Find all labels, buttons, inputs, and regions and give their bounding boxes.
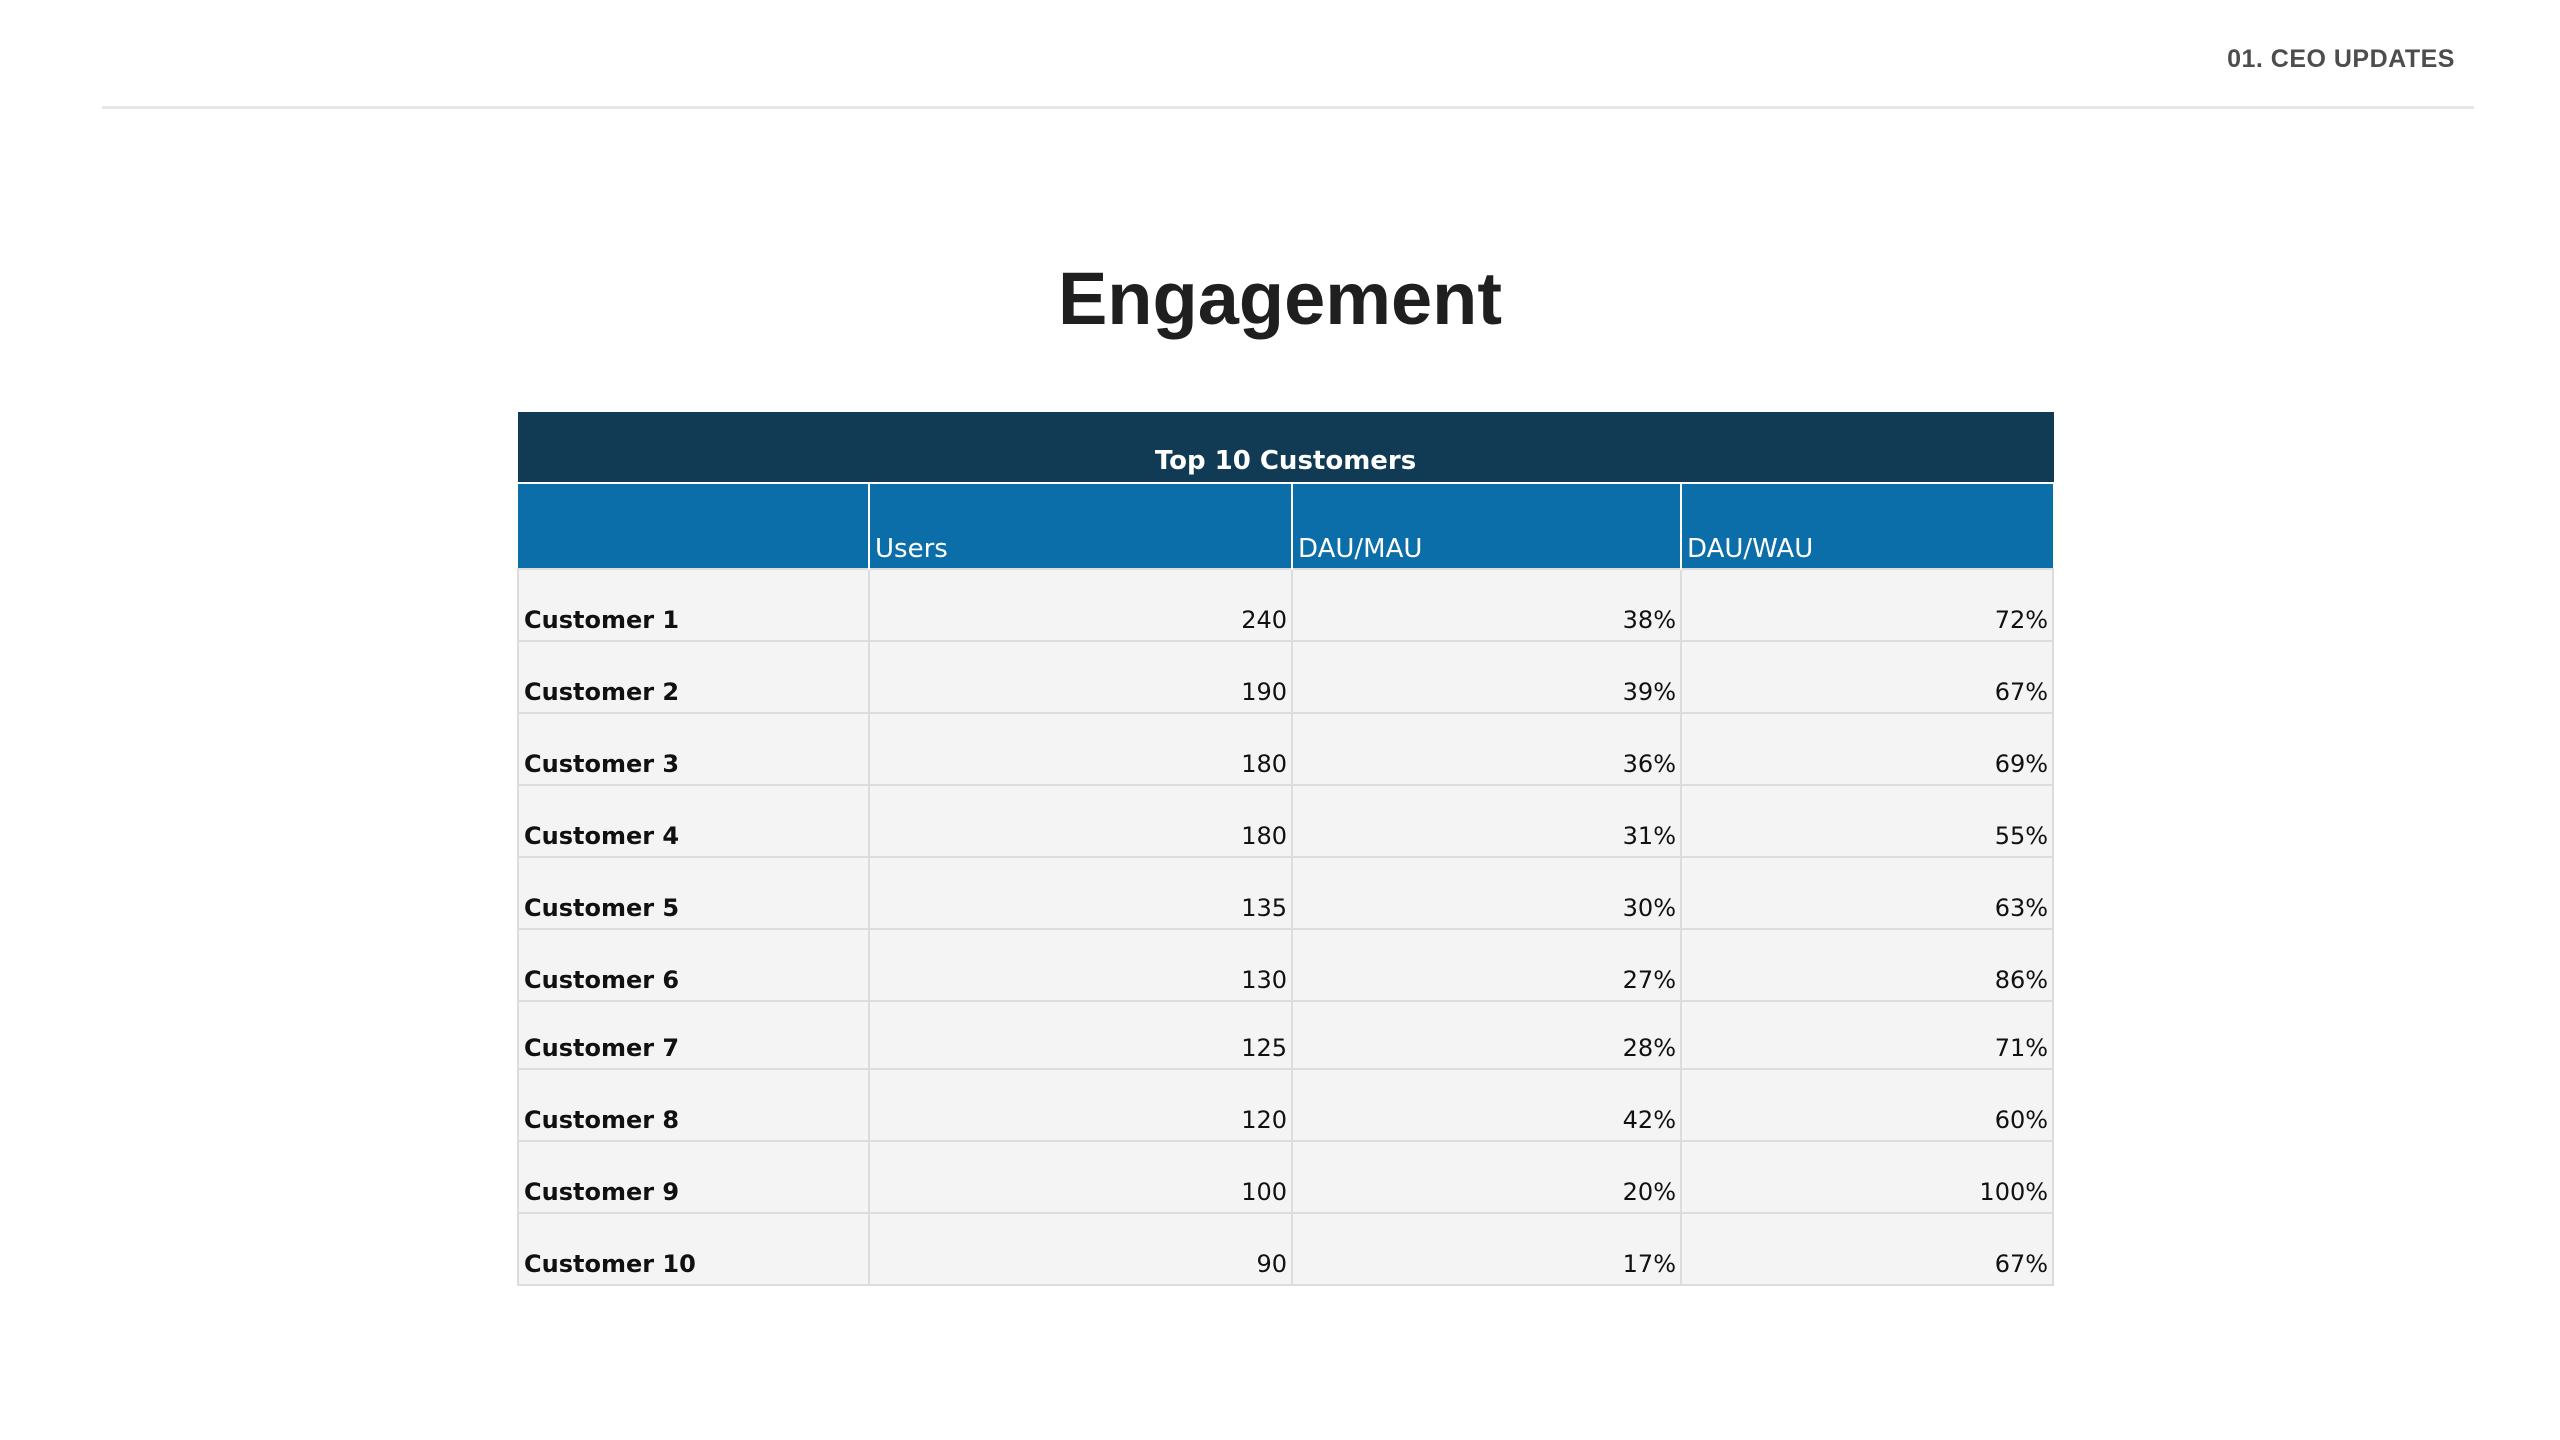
dau-mau-value: 42% xyxy=(1291,1068,1682,1142)
table-row: Customer 6 130 27% 86% xyxy=(517,928,2055,1002)
customer-name: Customer 8 xyxy=(517,1068,870,1142)
section-label: 01. CEO UPDATES xyxy=(2227,45,2455,73)
dau-wau-value: 86% xyxy=(1679,928,2055,1002)
column-header-users: Users xyxy=(868,482,1292,569)
dau-wau-value: 100% xyxy=(1679,1140,2055,1214)
users-value: 135 xyxy=(868,856,1293,930)
dau-wau-value: 55% xyxy=(1679,784,2055,858)
table-row: Customer 1 240 38% 72% xyxy=(517,568,2055,642)
table-row: Customer 4 180 31% 55% xyxy=(517,784,2055,858)
dau-wau-value: 63% xyxy=(1679,856,2055,930)
table-row: Customer 9 100 20% 100% xyxy=(517,1140,2055,1214)
users-value: 180 xyxy=(868,784,1293,858)
users-value: 240 xyxy=(868,568,1293,642)
dau-wau-value: 67% xyxy=(1679,1212,2055,1286)
dau-wau-value: 67% xyxy=(1679,640,2055,714)
users-value: 100 xyxy=(868,1140,1293,1214)
dau-mau-value: 17% xyxy=(1291,1212,1682,1286)
table-row: Customer 10 90 17% 67% xyxy=(517,1212,2055,1286)
customer-name: Customer 7 xyxy=(517,1000,870,1070)
dau-mau-value: 38% xyxy=(1291,568,1682,642)
dau-wau-value: 69% xyxy=(1679,712,2055,786)
customer-name: Customer 5 xyxy=(517,856,870,930)
table-header-row: Users DAU/MAU DAU/WAU xyxy=(517,482,2054,569)
dau-mau-value: 28% xyxy=(1291,1000,1682,1070)
users-value: 120 xyxy=(868,1068,1293,1142)
dau-mau-value: 36% xyxy=(1291,712,1682,786)
dau-wau-value: 60% xyxy=(1679,1068,2055,1142)
page-title: Engagement xyxy=(1057,257,1503,340)
column-header-dau-wau: DAU/WAU xyxy=(1679,482,2054,569)
customer-name: Customer 9 xyxy=(517,1140,870,1214)
users-value: 125 xyxy=(868,1000,1293,1070)
users-value: 90 xyxy=(868,1212,1293,1286)
header-divider xyxy=(102,106,2474,109)
users-value: 190 xyxy=(868,640,1293,714)
table-row: Customer 3 180 36% 69% xyxy=(517,712,2055,786)
table-row: Customer 7 125 28% 71% xyxy=(517,1000,2055,1070)
top-customers-table: Top 10 Customers Users DAU/MAU DAU/WAU C… xyxy=(517,412,2055,1286)
table-row: Customer 2 190 39% 67% xyxy=(517,640,2055,714)
dau-mau-value: 39% xyxy=(1291,640,1682,714)
table-row: Customer 8 120 42% 60% xyxy=(517,1068,2055,1142)
customer-name: Customer 10 xyxy=(517,1212,870,1286)
customer-name: Customer 2 xyxy=(517,640,870,714)
table-row: Customer 5 135 30% 63% xyxy=(517,856,2055,930)
dau-mau-value: 31% xyxy=(1291,784,1682,858)
dau-wau-value: 71% xyxy=(1679,1000,2055,1070)
column-header-customer xyxy=(517,482,869,569)
column-header-dau-mau: DAU/MAU xyxy=(1291,482,1681,569)
table-title-row: Top 10 Customers xyxy=(517,412,2054,484)
dau-mau-value: 20% xyxy=(1291,1140,1682,1214)
table-title: Top 10 Customers xyxy=(517,412,2054,484)
dau-mau-value: 27% xyxy=(1291,928,1682,1002)
customer-name: Customer 3 xyxy=(517,712,870,786)
users-value: 130 xyxy=(868,928,1293,1002)
dau-wau-value: 72% xyxy=(1679,568,2055,642)
customer-name: Customer 6 xyxy=(517,928,870,1002)
users-value: 180 xyxy=(868,712,1293,786)
dau-mau-value: 30% xyxy=(1291,856,1682,930)
customer-name: Customer 1 xyxy=(517,568,870,642)
customer-name: Customer 4 xyxy=(517,784,870,858)
customer-table-container: Top 10 Customers Users DAU/MAU DAU/WAU C… xyxy=(517,412,2055,1286)
